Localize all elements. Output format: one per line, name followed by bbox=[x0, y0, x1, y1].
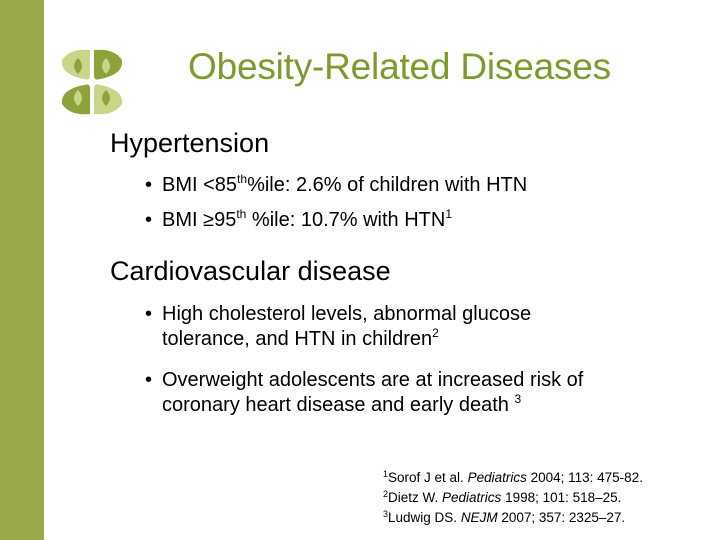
bullet-line: tolerance, and HTN in children2 bbox=[162, 326, 439, 350]
bullet-dot: • bbox=[145, 209, 153, 231]
bullet-dot: • bbox=[145, 174, 153, 196]
bullet-line: High cholesterol levels, abnormal glucos… bbox=[162, 303, 532, 325]
bullet-item: • Overweight adolescents are at increase… bbox=[145, 368, 584, 418]
bullet-dot: • bbox=[145, 303, 153, 325]
bullet-dot: • bbox=[145, 369, 153, 391]
bullet-item: • BMI <85th%ile: 2.6% of children with H… bbox=[145, 172, 528, 198]
bullet-item: • High cholesterol levels, abnormal gluc… bbox=[145, 302, 532, 352]
bullet-line: coronary heart disease and early death 3 bbox=[162, 392, 522, 416]
bullet-text: BMI <85th%ile: 2.6% of children with HTN bbox=[162, 172, 528, 196]
bullet-text: BMI ≥95th %ile: 10.7% with HTN1 bbox=[162, 207, 453, 231]
reference-item: 1Sorof J et al. Pediatrics 2004; 113: 47… bbox=[383, 469, 643, 486]
section-heading-cardiovascular: Cardiovascular disease bbox=[110, 256, 391, 286]
flower-logo-icon bbox=[61, 49, 123, 115]
reference-item: 3Ludwig DS. NEJM 2007; 357: 2325–27. bbox=[383, 509, 626, 526]
section-heading-hypertension: Hypertension bbox=[110, 128, 270, 158]
references: 1Sorof J et al. Pediatrics 2004; 113: 47… bbox=[383, 468, 643, 528]
bullet-line: Overweight adolescents are at increased … bbox=[162, 369, 584, 391]
reference-item: 2Dietz W. Pediatrics 1998; 101: 518–25. bbox=[383, 489, 622, 506]
slide-title: Obesity-Related Diseases bbox=[188, 46, 611, 87]
bullet-item: • BMI ≥95th %ile: 10.7% with HTN1 bbox=[145, 207, 453, 233]
sidebar-band bbox=[0, 0, 44, 540]
